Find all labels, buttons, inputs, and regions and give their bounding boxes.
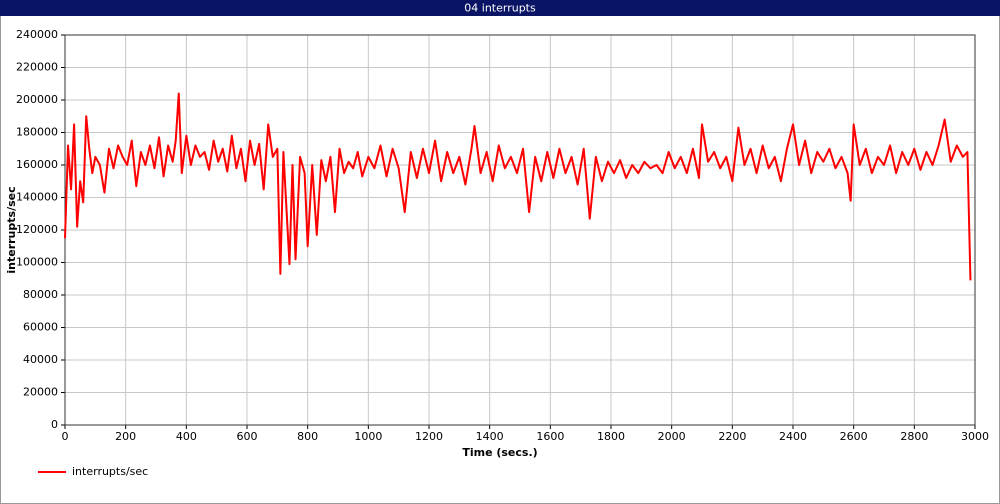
y-tick-label: 20000 — [23, 386, 58, 399]
data-line — [64, 92, 972, 281]
y-tick-label: 140000 — [16, 191, 58, 204]
y-tick-label: 240000 — [16, 28, 58, 41]
x-tick-label: 1200 — [415, 430, 443, 443]
y-tick-label: 60000 — [23, 321, 58, 334]
x-tick-label: 3000 — [961, 430, 989, 443]
x-axis-label: Time (secs.) — [462, 446, 537, 459]
x-tick-label: 2200 — [718, 430, 746, 443]
y-tick-label: 0 — [51, 418, 58, 431]
y-tick-label: 200000 — [16, 93, 58, 106]
title-bar — [0, 0, 1000, 16]
y-tick-label: 40000 — [23, 353, 58, 366]
y-tick-label: 80000 — [23, 288, 58, 301]
x-tick-label: 400 — [176, 430, 197, 443]
x-tick-label: 600 — [237, 430, 258, 443]
y-tick-label: 180000 — [16, 126, 58, 139]
chart-title: 04 interrupts — [464, 2, 536, 15]
y-tick-label: 220000 — [16, 61, 58, 74]
x-tick-label: 2600 — [840, 430, 868, 443]
x-tick-label: 2000 — [658, 430, 686, 443]
x-tick-label: 1400 — [476, 430, 504, 443]
x-tick-label: 200 — [115, 430, 136, 443]
x-tick-label: 1600 — [536, 430, 564, 443]
y-tick-label: 120000 — [16, 223, 58, 236]
y-tick-label: 160000 — [16, 158, 58, 171]
x-tick-label: 1800 — [597, 430, 625, 443]
legend-label: interrupts/sec — [72, 465, 148, 478]
x-tick-label: 2800 — [900, 430, 928, 443]
y-tick-label: 100000 — [16, 256, 58, 269]
y-axis-label: interrupts/sec — [5, 186, 18, 273]
x-tick-label: 0 — [62, 430, 69, 443]
x-tick-label: 800 — [297, 430, 318, 443]
x-tick-label: 2400 — [779, 430, 807, 443]
x-tick-label: 1000 — [354, 430, 382, 443]
